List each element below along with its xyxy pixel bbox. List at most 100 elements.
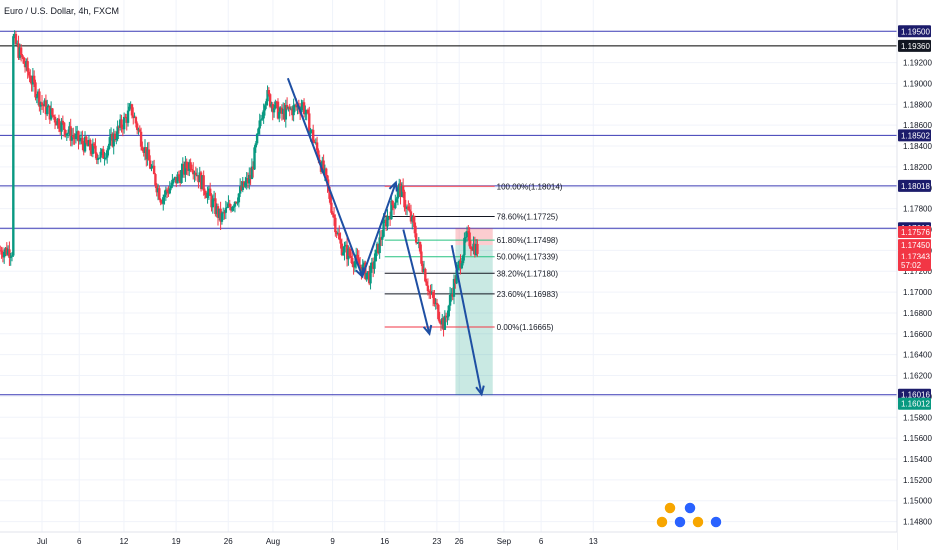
candle-body	[263, 105, 267, 111]
candle	[53, 114, 57, 130]
price-tag-bg	[898, 397, 931, 410]
candle-body	[341, 252, 345, 255]
candle	[344, 241, 347, 247]
level-price-tag-text: 1.18502	[901, 131, 930, 140]
candle-body	[340, 243, 344, 255]
price-tick-label: 1.15800	[903, 413, 932, 422]
candle	[65, 133, 68, 141]
candle	[467, 225, 470, 241]
candle-body	[19, 47, 23, 56]
candle	[263, 103, 267, 116]
candle	[280, 104, 284, 121]
candle-body	[124, 116, 127, 118]
candle	[124, 113, 127, 118]
candle-body	[164, 189, 168, 195]
candle-body	[73, 137, 76, 139]
candle	[212, 190, 216, 202]
candle-body	[404, 207, 407, 209]
short-position-tool[interactable]	[455, 228, 493, 396]
candle	[448, 286, 452, 311]
position-risk-zone[interactable]	[455, 228, 493, 246]
candle-body	[382, 221, 385, 237]
candle-body	[194, 172, 198, 176]
candle	[374, 249, 377, 262]
candle-body	[476, 244, 479, 254]
economic-event-icon[interactable]	[673, 515, 687, 529]
candle	[115, 131, 118, 145]
candle-body	[434, 302, 437, 304]
candle	[417, 237, 420, 249]
candle-body	[270, 103, 273, 107]
trend-arrow[interactable]	[402, 229, 433, 337]
fib-level-label: 61.80%(1.17498)	[497, 236, 559, 245]
candle-body	[473, 243, 477, 255]
candle-body	[248, 174, 251, 184]
position-reward-zone[interactable]	[455, 245, 493, 396]
candle	[10, 252, 14, 262]
candle	[34, 79, 37, 101]
economic-event-icon[interactable]	[663, 501, 677, 515]
price-tick-label: 1.18800	[903, 100, 932, 109]
candle	[147, 141, 151, 161]
candle-body	[56, 118, 59, 126]
candle	[375, 241, 379, 257]
candle-body	[447, 305, 450, 317]
candle	[30, 75, 33, 92]
candle	[60, 118, 63, 140]
price-axis[interactable]: 1.19200 1.19000 1.18800 1.18600 1.18400 1.182…	[896, 0, 932, 550]
candle	[85, 135, 88, 145]
candle	[404, 199, 407, 215]
economic-event-icon[interactable]	[709, 515, 723, 529]
candle-body	[387, 216, 390, 218]
price-tick-label: 1.15000	[903, 497, 932, 506]
candle-body	[446, 316, 449, 318]
candle	[339, 232, 342, 249]
flag-icon	[673, 515, 687, 529]
economic-event-icon[interactable]	[683, 501, 697, 515]
candle	[6, 245, 10, 257]
candle-body	[272, 108, 276, 113]
candle-body	[219, 208, 222, 222]
candle	[59, 122, 62, 136]
candle-body	[198, 172, 201, 183]
candle	[152, 159, 156, 175]
economic-events[interactable]	[655, 501, 723, 529]
candle	[314, 138, 317, 145]
candle-body	[30, 82, 33, 85]
price-tag-bg	[898, 258, 931, 271]
candle	[241, 177, 244, 193]
price-tick-label: 1.16600	[903, 330, 932, 339]
candle-body	[292, 105, 295, 116]
candle-body	[23, 63, 27, 68]
candle-body	[6, 249, 10, 255]
candle-body	[334, 217, 337, 233]
trend-arrow[interactable]	[286, 77, 365, 279]
price-tag: 1.17576	[898, 225, 931, 238]
candle	[405, 204, 409, 216]
candle	[437, 303, 440, 321]
candle-body	[348, 248, 351, 256]
candle-body	[420, 251, 423, 264]
candle-body	[212, 198, 216, 200]
candle	[113, 130, 117, 142]
candle	[43, 98, 46, 107]
trend-arrow[interactable]	[361, 180, 398, 277]
candle-body	[295, 104, 298, 108]
candle-body	[259, 119, 263, 121]
candle-body	[13, 33, 16, 37]
level-price-tag: 1.19500	[898, 25, 931, 38]
economic-event-icon[interactable]	[691, 515, 705, 529]
trend-arrow[interactable]	[450, 244, 485, 397]
price-tick-label: 1.19000	[903, 79, 932, 88]
candle-body	[38, 91, 41, 107]
economic-event-icon[interactable]	[655, 515, 669, 529]
candle	[476, 239, 479, 257]
candle-body	[96, 158, 100, 161]
trend-arrows[interactable]	[286, 77, 485, 397]
candle	[474, 239, 478, 257]
candle-body	[9, 256, 12, 258]
time-axis[interactable]: Jul 6 12 19 26 Aug 9 16 23 26 Sep 6 13	[0, 531, 897, 550]
price-tick-label: 1.14800	[903, 518, 932, 527]
candle-body	[94, 145, 97, 154]
